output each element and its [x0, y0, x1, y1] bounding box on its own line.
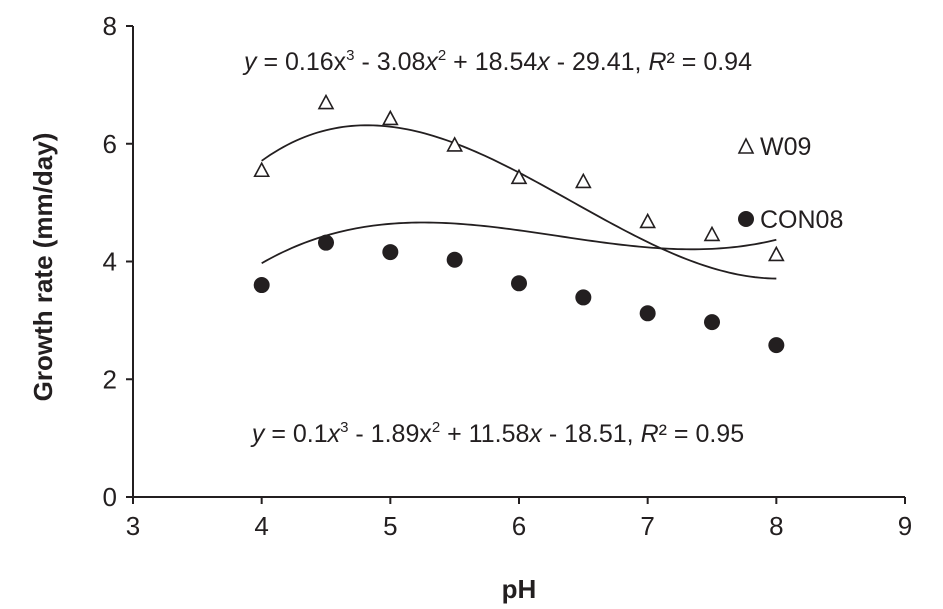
con08-point [253, 277, 270, 294]
con08-fit-equation: y = 0.1x3 - 1.89x2 + 11.58x - 18.51, R² … [250, 419, 744, 448]
w09-point [510, 168, 528, 185]
eq-x: x [536, 48, 551, 76]
y-tick-label: 6 [103, 129, 117, 159]
eq-y: y [250, 420, 266, 448]
w09-point [574, 172, 592, 189]
eq-x: x [424, 48, 439, 76]
eq-part: = 0.1 [264, 420, 327, 448]
w09-point [253, 161, 271, 178]
legend-label-w09: W09 [760, 133, 811, 161]
legend-marker-w09 [737, 137, 755, 154]
con08-point [768, 337, 785, 354]
eq-exponent: 2 [438, 47, 446, 64]
eq-exponent: 3 [346, 47, 354, 64]
x-tick-label: 9 [898, 511, 912, 541]
con08-point [704, 314, 720, 331]
x-tick-label: 3 [126, 511, 140, 541]
eq-x: x [327, 420, 342, 448]
y-tick-label: 2 [103, 364, 117, 394]
eq-part: - 1.89x [348, 420, 432, 448]
w09-point [767, 245, 785, 262]
w09-point [381, 109, 399, 126]
w09-fit-equation: y = 0.16x3 - 3.08x2 + 18.54x - 29.41, R²… [242, 47, 752, 76]
x-tick-label: 7 [640, 511, 654, 541]
y-tick-label: 4 [103, 247, 117, 277]
con08-point [382, 244, 399, 261]
eq-exponent: 3 [340, 419, 348, 436]
eq-exponent: 2 [432, 419, 440, 436]
y-tick-label: 0 [103, 482, 117, 512]
eq-part: = 0.16x [257, 48, 347, 76]
y-axis-title: Growth rate (mm/day) [28, 133, 58, 402]
x-tick-label: 6 [512, 511, 526, 541]
legend-label-con08: CON08 [760, 206, 843, 234]
trendlines [261, 124, 777, 280]
eq-r2: ² = 0.94 [667, 48, 753, 76]
w09-point [446, 136, 464, 152]
eq-r2: ² = 0.95 [659, 420, 744, 448]
y-tick-label: 8 [103, 11, 117, 41]
legend: W09 CON08 [737, 133, 843, 234]
eq-r: R [641, 420, 659, 448]
tick-labels: 3 4 5 6 7 8 9 0 2 4 6 8 [103, 11, 913, 541]
eq-y: y [242, 48, 258, 76]
eq-part: + 18.54 [446, 48, 537, 76]
x-tick-label: 4 [254, 511, 268, 541]
con08-point [318, 234, 334, 251]
w09-point [639, 212, 657, 229]
w09-point [703, 225, 721, 242]
eq-part: - 18.51, [542, 420, 641, 448]
data-points [253, 93, 785, 354]
con08-point [639, 305, 656, 322]
con08-point [446, 251, 463, 268]
eq-x: x [528, 420, 543, 448]
con08-point [575, 289, 592, 306]
axis-ticks [126, 25, 906, 504]
con08-point [511, 275, 527, 292]
eq-r: R [648, 48, 666, 76]
eq-part: - 29.41, [550, 48, 649, 76]
eq-part: + 11.58 [440, 420, 529, 448]
x-tick-label: 5 [383, 511, 397, 541]
x-tick-label: 8 [769, 511, 783, 541]
eq-part: - 3.08 [355, 48, 426, 76]
w09-trendline [261, 124, 777, 280]
x-axis-title: pH [502, 574, 537, 604]
legend-marker-con08 [738, 211, 754, 227]
w09-point [317, 93, 335, 110]
con08-trendline [261, 221, 777, 265]
